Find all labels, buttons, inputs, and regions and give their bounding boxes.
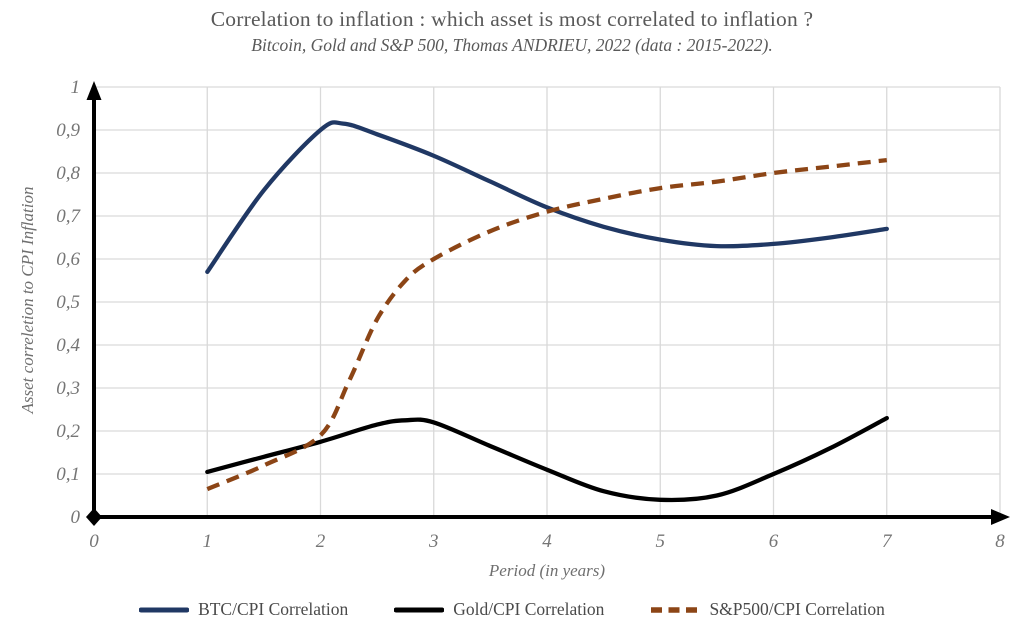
sp500-line-swatch: [651, 606, 701, 613]
x-tick-label: 0: [89, 531, 99, 552]
y-tick-label: 0,2: [56, 421, 80, 442]
y-tick-label: 0,7: [56, 206, 81, 227]
x-tick-label: 1: [203, 531, 213, 552]
y-tick-label: 1: [71, 77, 81, 98]
x-tick-label: 7: [882, 531, 893, 552]
x-tick-label: 6: [769, 531, 779, 552]
legend: BTC/CPI Correlation Gold/CPI Correlation…: [0, 599, 1024, 620]
plot-area: 0 1 2 3 4 5 6 7 8 0 0,1 0,2 0,3 0,4 0,5 0,6 0,7 0,8 0,9 1: [56, 77, 1010, 552]
y-tick-label: 0: [71, 507, 81, 528]
chart-title: Correlation to inflation : which asset i…: [210, 7, 814, 31]
y-tick-label: 0,3: [56, 378, 80, 399]
series-line-1: [205, 415, 889, 503]
legend-item-sp500: S&P500/CPI Correlation: [650, 599, 885, 620]
x-axis-title: Period (in years): [488, 561, 606, 580]
origin-diamond-icon: [86, 508, 102, 526]
x-tick-label: 8: [995, 531, 1005, 552]
series-line-0: [205, 120, 889, 275]
y-axis-arrow-icon: [86, 81, 102, 100]
x-tick-label: 5: [656, 531, 666, 552]
series-line-2: [206, 157, 888, 492]
legend-item-gold: Gold/CPI Correlation: [394, 599, 604, 620]
y-tick-label: 0,1: [56, 464, 80, 485]
legend-item-btc: BTC/CPI Correlation: [139, 599, 348, 620]
gridlines: [94, 86, 1001, 517]
x-axis-arrow-icon: [991, 509, 1010, 525]
y-tick-label: 0,4: [56, 335, 80, 356]
series-lines: [205, 120, 889, 503]
chart-subtitle: Bitcoin, Gold and S&P 500, Thomas ANDRIE…: [251, 35, 773, 55]
gold-line-swatch: [394, 607, 445, 612]
tick-labels: 0 1 2 3 4 5 6 7 8 0 0,1 0,2 0,3 0,4 0,5 0,6 0,7 0,8 0,9 1: [56, 77, 1005, 552]
legend-label-sp500: S&P500/CPI Correlation: [709, 599, 885, 619]
legend-label-btc: BTC/CPI Correlation: [198, 599, 349, 619]
legend-label-gold: Gold/CPI Correlation: [453, 599, 605, 619]
x-tick-label: 2: [316, 531, 326, 552]
axes: [86, 81, 1010, 526]
btc-line-swatch: [139, 607, 190, 612]
x-tick-label: 3: [428, 531, 439, 552]
y-tick-label: 0,8: [56, 163, 80, 184]
y-tick-label: 0,9: [56, 120, 80, 141]
y-axis-title: Asset correletion to CPI Inflation: [18, 186, 37, 414]
y-tick-label: 0,6: [56, 249, 80, 270]
x-tick-label: 4: [542, 531, 552, 552]
y-tick-label: 0,5: [56, 292, 80, 313]
